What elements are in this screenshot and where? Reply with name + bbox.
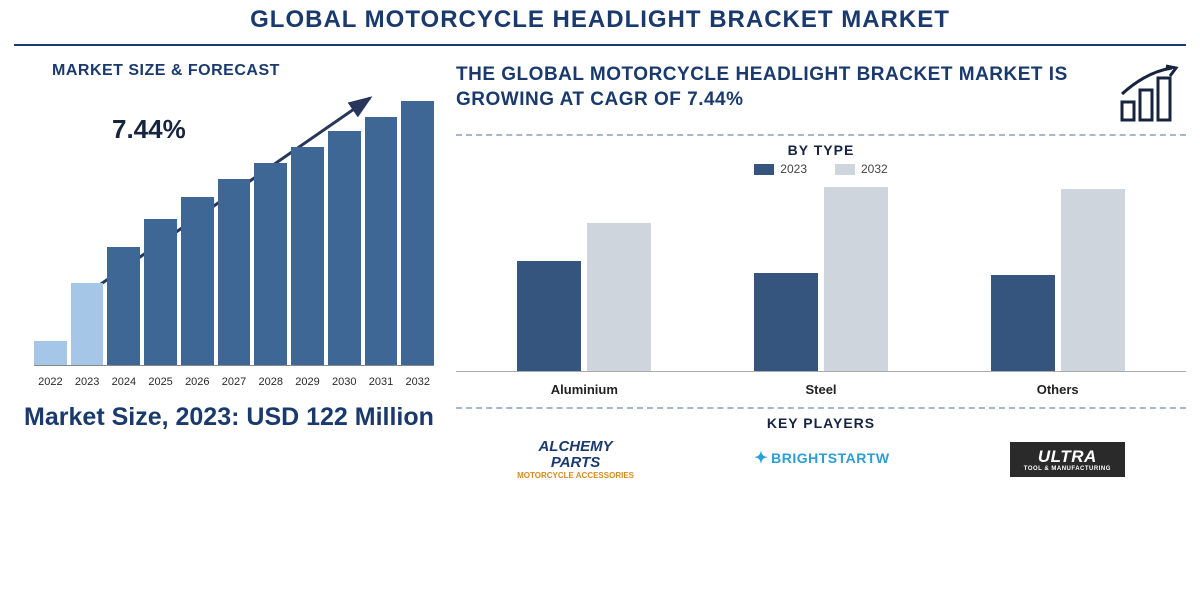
forecast-bar <box>144 219 177 365</box>
type-bar-2032 <box>587 223 651 371</box>
forecast-year-label: 2028 <box>254 376 287 388</box>
by-type-xlabels: AluminiumSteelOthers <box>456 382 1186 397</box>
forecast-heading: MARKET SIZE & FORECAST <box>52 62 444 80</box>
forecast-bar <box>401 101 434 365</box>
key-player-ultra: ULTRA TOOL & MANUFACTURING <box>1010 442 1125 477</box>
left-column: MARKET SIZE & FORECAST 7.44% 20222023202… <box>14 54 444 480</box>
right-headline-row: THE GLOBAL MOTORCYCLE HEADLIGHT BRACKET … <box>456 62 1186 124</box>
forecast-bar <box>107 247 140 365</box>
type-bar-2023 <box>991 275 1055 371</box>
forecast-year-label: 2032 <box>401 376 434 388</box>
forecast-year-label: 2027 <box>218 376 251 388</box>
divider <box>456 134 1186 136</box>
forecast-bar <box>34 341 67 365</box>
forecast-bar <box>291 147 324 365</box>
forecast-year-label: 2022 <box>34 376 67 388</box>
type-category-label: Others <box>939 382 1176 397</box>
type-category-label: Aluminium <box>466 382 703 397</box>
forecast-year-label: 2029 <box>291 376 324 388</box>
forecast-chart: 7.44% 2022202320242025202620272028202920… <box>14 84 444 394</box>
type-bar-2032 <box>1061 189 1125 371</box>
by-type-chart <box>456 182 1186 372</box>
key-players-title: KEY PLAYERS <box>456 415 1186 431</box>
forecast-bar <box>71 283 104 365</box>
forecast-year-label: 2024 <box>107 376 140 388</box>
forecast-bar <box>328 131 361 365</box>
forecast-bar <box>181 197 214 365</box>
by-type-title: BY TYPE <box>456 142 1186 158</box>
forecast-year-label: 2025 <box>144 376 177 388</box>
type-bar-2023 <box>517 261 581 371</box>
type-bar-group <box>939 189 1176 371</box>
forecast-year-label: 2031 <box>365 376 398 388</box>
type-bar-group <box>703 187 940 371</box>
key-player-brightstar: ✦BRIGHTSTARTW <box>754 450 889 468</box>
forecast-bar <box>254 163 287 365</box>
market-size-text: Market Size, 2023: USD 122 Million <box>14 402 444 433</box>
right-column: THE GLOBAL MOTORCYCLE HEADLIGHT BRACKET … <box>456 54 1186 480</box>
forecast-bar <box>218 179 251 365</box>
forecast-year-label: 2030 <box>328 376 361 388</box>
right-headline: THE GLOBAL MOTORCYCLE HEADLIGHT BRACKET … <box>456 62 1106 112</box>
key-player-alchemy: ALCHEMY PARTS MOTORCYCLE ACCESSORIES <box>517 439 634 480</box>
divider <box>456 407 1186 409</box>
bar-growth-icon <box>1116 64 1186 124</box>
type-bar-group <box>466 223 703 371</box>
legend-item-2023: 2023 <box>754 162 807 176</box>
type-bar-2032 <box>824 187 888 371</box>
forecast-year-label: 2026 <box>181 376 214 388</box>
legend-label: 2023 <box>780 162 807 176</box>
type-category-label: Steel <box>703 382 940 397</box>
by-type-legend: 2023 2032 <box>456 162 1186 176</box>
legend-item-2032: 2032 <box>835 162 888 176</box>
key-players-row: ALCHEMY PARTS MOTORCYCLE ACCESSORIES ✦BR… <box>456 439 1186 480</box>
legend-label: 2032 <box>861 162 888 176</box>
page-title: GLOBAL MOTORCYCLE HEADLIGHT BRACKET MARK… <box>14 0 1186 46</box>
content-area: MARKET SIZE & FORECAST 7.44% 20222023202… <box>0 46 1200 480</box>
forecast-year-label: 2023 <box>71 376 104 388</box>
type-bar-2023 <box>754 273 818 371</box>
forecast-bar <box>365 117 398 365</box>
